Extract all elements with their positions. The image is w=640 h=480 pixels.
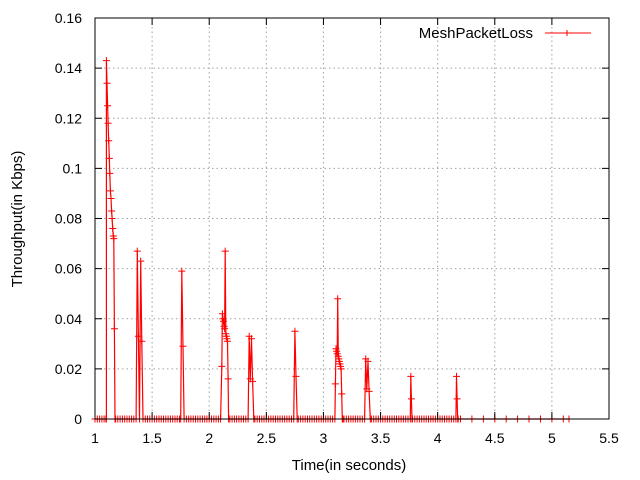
data-point bbox=[338, 390, 346, 398]
data-point bbox=[108, 207, 116, 215]
data-point bbox=[331, 380, 339, 388]
y-tick-label: 0.16 bbox=[55, 10, 82, 26]
data-point bbox=[407, 395, 415, 403]
x-tick-label: 3.5 bbox=[371, 430, 391, 446]
x-tick-label: 3 bbox=[320, 430, 328, 446]
data-point bbox=[104, 102, 112, 110]
data-point bbox=[106, 187, 114, 195]
x-axis-title: Time(in seconds) bbox=[292, 457, 406, 474]
legend-marker-sample bbox=[564, 30, 570, 36]
data-point bbox=[134, 332, 142, 340]
y-tick-label: 0.08 bbox=[55, 211, 82, 227]
data-point bbox=[224, 375, 232, 383]
data-point bbox=[179, 342, 187, 350]
data-point bbox=[137, 257, 145, 265]
data-point bbox=[249, 377, 257, 385]
data-point bbox=[334, 295, 342, 303]
data-point bbox=[102, 57, 110, 65]
data-point bbox=[104, 119, 112, 127]
data-point bbox=[133, 247, 141, 255]
x-tick-label: 4.5 bbox=[485, 430, 505, 446]
legend-label: MeshPacketLoss bbox=[419, 25, 533, 42]
y-axis-ticks: 0 0.02 0.04 0.06 0.08 0.1 0.12 0.14 0.16 bbox=[55, 10, 609, 427]
x-tick-label: 2.5 bbox=[257, 430, 277, 446]
data-point bbox=[292, 372, 300, 380]
y-tick-label: 0 bbox=[74, 411, 82, 427]
x-tick-label: 1 bbox=[91, 430, 99, 446]
data-point bbox=[221, 325, 229, 333]
y-tick-label: 0.14 bbox=[55, 60, 82, 76]
y-tick-label: 0.04 bbox=[55, 311, 82, 327]
y-tick-label: 0.1 bbox=[63, 160, 83, 176]
x-tick-label: 1.5 bbox=[142, 430, 162, 446]
x-tick-label: 2 bbox=[205, 430, 213, 446]
data-point bbox=[103, 79, 111, 87]
y-tick-label: 0.12 bbox=[55, 110, 82, 126]
data-point bbox=[291, 327, 299, 335]
y-tick-label: 0.02 bbox=[55, 361, 82, 377]
data-point bbox=[138, 337, 146, 345]
data-point bbox=[178, 267, 186, 275]
data-point bbox=[218, 362, 226, 370]
data-point bbox=[108, 215, 116, 222]
x-axis-ticks: 1 1.5 2 2.5 3 3.5 4 4.5 5 5.5 bbox=[91, 18, 619, 446]
legend: MeshPacketLoss bbox=[419, 25, 591, 42]
data-point bbox=[364, 357, 372, 365]
data-point bbox=[248, 335, 255, 343]
data-point bbox=[365, 387, 373, 395]
data-point bbox=[105, 137, 113, 145]
data-point bbox=[337, 365, 345, 373]
y-axis-title: Throughput(in Kbps) bbox=[9, 151, 26, 288]
x-tick-label: 4 bbox=[434, 430, 442, 446]
y-tick-label: 0.06 bbox=[55, 261, 82, 277]
data-point bbox=[110, 235, 118, 243]
data-point bbox=[453, 395, 461, 403]
data-point bbox=[407, 372, 415, 380]
data-point bbox=[220, 317, 227, 325]
data-point bbox=[224, 337, 231, 345]
data-point bbox=[106, 169, 114, 177]
grid-lines bbox=[95, 18, 609, 419]
data-point bbox=[110, 325, 118, 333]
data-point bbox=[453, 372, 460, 380]
x-tick-label: 5 bbox=[548, 430, 556, 446]
data-point bbox=[109, 225, 117, 232]
x-tick-label: 5.5 bbox=[599, 430, 619, 446]
data-point bbox=[107, 195, 115, 202]
data-point bbox=[221, 247, 229, 255]
data-point bbox=[105, 154, 113, 162]
